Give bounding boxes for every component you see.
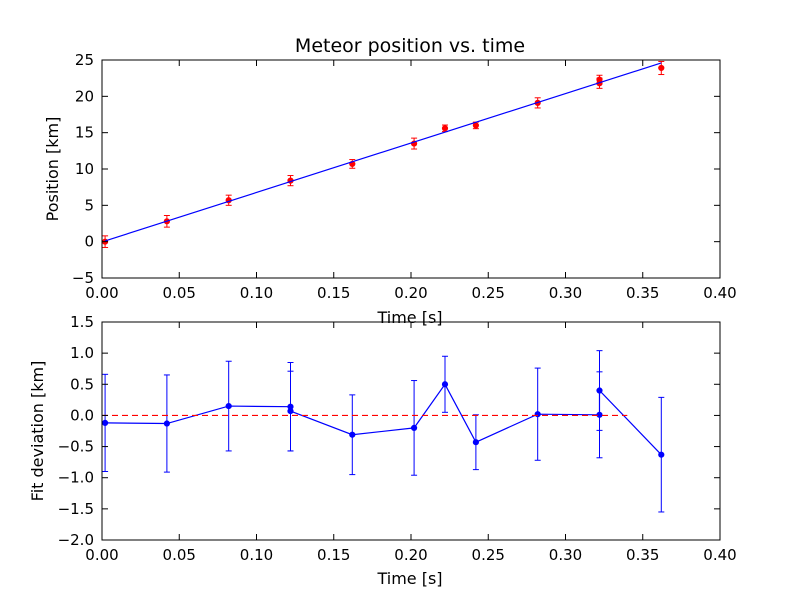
position-y-tick-label: 25	[75, 51, 94, 69]
position-y-tick-label: −5	[72, 269, 94, 287]
deviation-x-tick-label: 0.15	[317, 546, 350, 564]
deviation-data-point	[101, 419, 109, 427]
deviation-data-point	[349, 431, 356, 438]
position-y-tick-label: 10	[75, 160, 94, 178]
position-fit-line	[104, 62, 662, 242]
position-chart-title: Meteor position vs. time	[295, 35, 525, 57]
deviation-marks	[101, 350, 665, 513]
position-y-axis-label: Position [km]	[43, 117, 62, 222]
deviation-y-tick-label: −0.5	[58, 438, 94, 456]
deviation-y-tick-label: −1.5	[58, 500, 94, 518]
position-y-tick-label: 15	[75, 124, 94, 142]
position-x-tick-label: 0.10	[240, 284, 273, 302]
deviation-x-tick-label: 0.40	[703, 546, 736, 564]
deviation-data-point	[658, 451, 665, 458]
deviation-data-point	[225, 402, 232, 410]
deviation-x-tick-label: 0.35	[626, 546, 659, 564]
position-data-point	[441, 125, 449, 132]
deviation-x-tick-label: 0.20	[394, 546, 427, 564]
position-y-tick-label: 0	[84, 233, 94, 251]
position-x-tick-label: 0.00	[85, 284, 118, 302]
deviation-data-point	[596, 387, 603, 394]
deviation-data-point	[472, 439, 479, 446]
deviation-data-point	[163, 420, 170, 427]
deviation-data-point	[287, 407, 294, 415]
deviation-x-tick-label: 0.05	[163, 546, 196, 564]
deviation-ticks: 0.00 0.05 0.10 0.15 0.20 0.25 0.30 0.35 0.40 −2.0…	[58, 313, 737, 564]
deviation-x-tick-label: 0.00	[85, 546, 118, 564]
position-ticks: 0.00 0.05 0.10 0.15 0.20 0.25 0.30 0.35 0.40 −5 0 5…	[72, 51, 737, 302]
position-y-tick-label: 5	[84, 196, 94, 214]
deviation-data-point	[441, 381, 449, 388]
position-x-tick-label: 0.40	[703, 284, 736, 302]
position-subplot: Meteor position vs. time 0.00 0.05 0.10 0.1…	[43, 35, 737, 327]
position-x-tick-label: 0.35	[626, 284, 659, 302]
position-y-tick-label: 20	[75, 87, 94, 105]
position-data-point	[472, 122, 479, 129]
position-data-point	[658, 64, 665, 72]
deviation-x-tick-label: 0.25	[472, 546, 505, 564]
position-x-tick-label: 0.20	[394, 284, 427, 302]
position-x-tick-label: 0.30	[549, 284, 582, 302]
deviation-data-point	[596, 411, 603, 418]
position-x-tick-label: 0.15	[317, 284, 350, 302]
deviation-x-axis-label: Time [s]	[376, 569, 442, 588]
deviation-y-tick-label: 0.5	[70, 375, 94, 393]
deviation-x-tick-label: 0.30	[549, 546, 582, 564]
position-data-point	[596, 76, 603, 83]
position-x-tick-label: 0.05	[163, 284, 196, 302]
deviation-x-tick-label: 0.10	[240, 546, 273, 564]
deviation-y-tick-label: −2.0	[58, 531, 94, 549]
deviation-y-tick-label: −1.0	[58, 469, 94, 487]
position-x-axis-label: Time [s]	[376, 308, 442, 327]
position-x-tick-label: 0.25	[472, 284, 505, 302]
deviation-y-tick-label: 1.0	[70, 344, 94, 362]
deviation-subplot: 0.00 0.05 0.10 0.15 0.20 0.25 0.30 0.35 0.40 −2.0…	[28, 313, 737, 588]
deviation-data-point	[410, 424, 418, 431]
deviation-y-axis-label: Fit deviation [km]	[28, 361, 47, 502]
deviation-y-tick-label: 1.5	[70, 313, 94, 331]
deviation-y-tick-label: 0.0	[70, 406, 94, 424]
